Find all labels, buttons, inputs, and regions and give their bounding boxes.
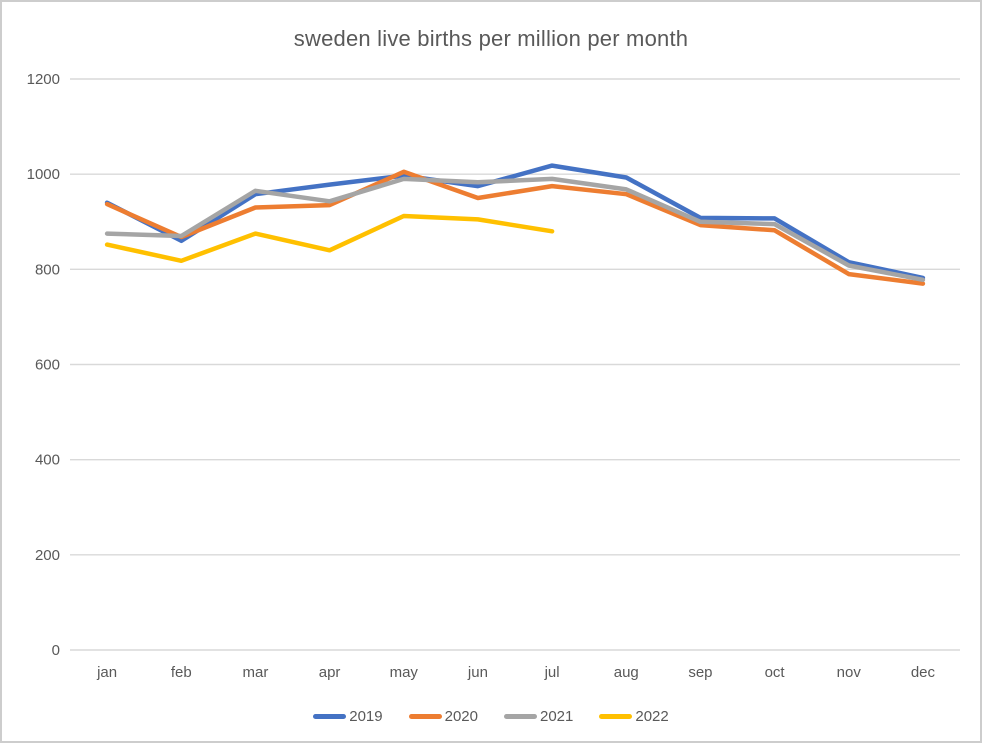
- series-line-2021[interactable]: [104, 176, 926, 283]
- series-line-2019[interactable]: [104, 163, 926, 281]
- chart-title[interactable]: sweden live births per million per month: [293, 26, 689, 51]
- legend-label: 2022: [635, 708, 669, 725]
- legend-label: 2021: [540, 708, 574, 725]
- legend-item-2020[interactable]: 2020: [408, 708, 478, 725]
- x-axis-tick-label: sep: [688, 664, 712, 681]
- y-axis-tick-label: 600: [35, 357, 60, 374]
- series-line-2022[interactable]: [104, 213, 555, 264]
- y-axis-tick-label: 1200: [27, 71, 60, 88]
- y-axis-tick-label: 0: [52, 642, 60, 659]
- legend-item-2021[interactable]: 2021: [504, 708, 573, 725]
- x-axis-tick-label: aug: [614, 664, 639, 681]
- legend-swatch-2019: [313, 714, 347, 719]
- x-axis-tick-label: jan: [96, 664, 117, 681]
- y-axis-tick-label: 400: [35, 452, 60, 469]
- x-axis-tick-label: mar: [242, 664, 268, 681]
- x-axis-tick-label: jul: [544, 664, 560, 681]
- legend-label: 2020: [444, 708, 478, 725]
- x-axis-tick-label: may: [390, 664, 419, 681]
- x-axis-tick-label: nov: [837, 664, 862, 681]
- y-axis-tick-label: 200: [35, 547, 60, 564]
- y-axis-tick-label: 800: [35, 261, 60, 278]
- legend-swatch-2021: [504, 714, 537, 719]
- x-axis-tick-label: oct: [765, 664, 786, 681]
- legend-swatch-2022: [599, 714, 633, 719]
- legend-item-2019[interactable]: 2019: [313, 708, 383, 725]
- x-axis-tick-label: apr: [319, 664, 341, 681]
- legend-swatch-2020: [408, 714, 442, 719]
- chart-legend: 2019 2020 2021 2022: [2, 708, 980, 725]
- x-axis-tick-label: dec: [911, 664, 936, 681]
- legend-item-2022[interactable]: 2022: [599, 708, 669, 725]
- x-axis-tick-label: feb: [171, 664, 192, 681]
- legend-label: 2019: [349, 708, 383, 725]
- x-axis-tick-label: jun: [467, 664, 488, 681]
- series-line-2020[interactable]: [104, 169, 926, 286]
- y-axis-tick-label: 1000: [27, 166, 60, 183]
